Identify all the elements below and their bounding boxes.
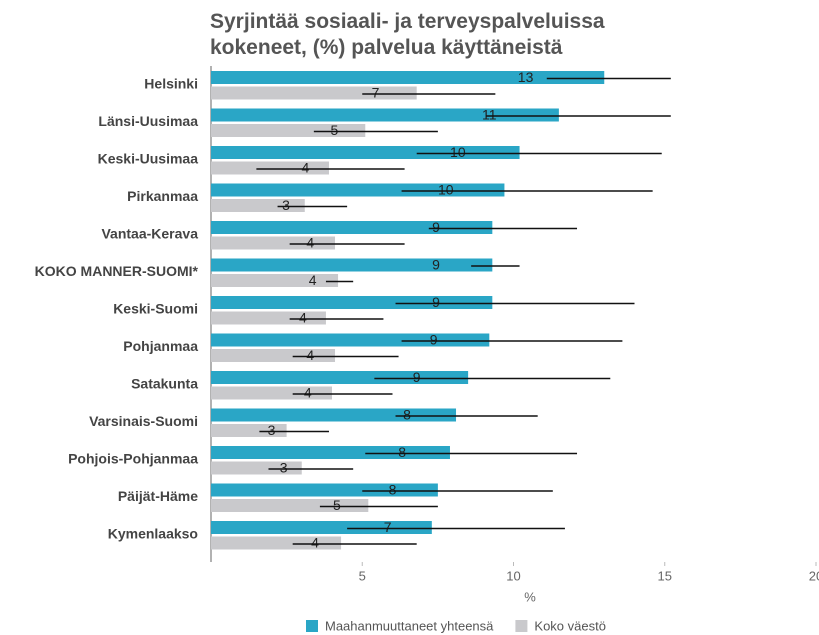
value-label: 4 xyxy=(306,347,314,363)
bar xyxy=(211,499,369,512)
value-label: 8 xyxy=(389,482,397,498)
value-label: 3 xyxy=(268,422,276,438)
category-label: Pohjanmaa xyxy=(123,338,198,354)
category-label: Pirkanmaa xyxy=(127,188,198,204)
value-label: 11 xyxy=(482,107,497,123)
category-label: Keski-Suomi xyxy=(113,301,198,317)
value-label: 10 xyxy=(438,182,454,198)
bar xyxy=(211,446,450,459)
bar xyxy=(211,424,287,437)
bar xyxy=(211,536,342,550)
bar xyxy=(211,461,302,475)
bar xyxy=(211,221,493,234)
value-label: 4 xyxy=(311,535,319,551)
category-label: KOKO MANNER-SUOMI* xyxy=(35,263,199,279)
value-label: 5 xyxy=(333,497,341,513)
value-label: 9 xyxy=(413,369,421,385)
x-tick-label: 20 xyxy=(809,568,819,583)
value-label: 4 xyxy=(301,160,309,176)
bar xyxy=(211,86,417,100)
category-label: Keski-Uusimaa xyxy=(98,151,199,167)
value-label: 8 xyxy=(398,444,406,460)
bar xyxy=(211,408,457,422)
bar xyxy=(211,349,336,362)
bar xyxy=(211,161,329,175)
value-label: 4 xyxy=(304,385,312,401)
chart-title: Syrjintää sosiaali- ja terveyspalveluiss… xyxy=(210,10,605,33)
bar xyxy=(211,371,469,384)
bar xyxy=(211,183,505,197)
bar xyxy=(211,386,332,400)
legend-swatch xyxy=(515,620,528,632)
value-label: 13 xyxy=(518,69,534,85)
bar xyxy=(211,124,366,137)
value-label: 10 xyxy=(450,144,466,160)
category-label: Helsinki xyxy=(144,76,198,92)
value-label: 7 xyxy=(372,85,380,101)
bar xyxy=(211,296,493,309)
x-axis-label: % xyxy=(524,589,536,604)
bar xyxy=(211,236,336,250)
bar xyxy=(211,199,305,212)
category-label: Vantaa-Kerava xyxy=(101,226,198,242)
category-label: Varsinais-Suomi xyxy=(89,413,198,429)
category-label: Länsi-Uusimaa xyxy=(98,113,198,129)
legend-label: Koko väestö xyxy=(534,618,606,633)
x-tick-label: 5 xyxy=(359,568,366,583)
value-label: 4 xyxy=(309,272,317,288)
value-label: 9 xyxy=(430,332,438,348)
bar xyxy=(211,333,490,347)
bar xyxy=(211,483,438,497)
chart-title: kokeneet, (%) palvelua käyttäneistä xyxy=(210,36,563,59)
value-label: 4 xyxy=(306,235,314,251)
bar xyxy=(211,258,493,272)
value-label: 5 xyxy=(331,122,339,138)
value-label: 8 xyxy=(403,407,411,423)
value-label: 7 xyxy=(384,519,392,535)
x-tick-label: 15 xyxy=(658,568,672,583)
bar xyxy=(211,521,432,534)
value-label: 3 xyxy=(282,197,290,213)
value-label: 9 xyxy=(432,257,440,273)
x-tick-label: 10 xyxy=(506,568,520,583)
bar xyxy=(211,108,559,122)
bar xyxy=(211,274,339,287)
category-label: Kymenlaakso xyxy=(108,526,198,542)
bar xyxy=(211,146,520,159)
value-label: 9 xyxy=(432,219,440,235)
bar xyxy=(211,311,326,325)
bar xyxy=(211,71,605,84)
value-label: 9 xyxy=(432,294,440,310)
category-label: Pohjois-Pohjanmaa xyxy=(68,451,198,467)
value-label: 4 xyxy=(299,310,307,326)
value-label: 3 xyxy=(280,460,288,476)
legend-label: Maahanmuuttaneet yhteensä xyxy=(325,618,494,633)
legend-swatch xyxy=(306,620,318,632)
category-label: Satakunta xyxy=(131,376,198,392)
category-label: Päijät-Häme xyxy=(118,488,198,504)
